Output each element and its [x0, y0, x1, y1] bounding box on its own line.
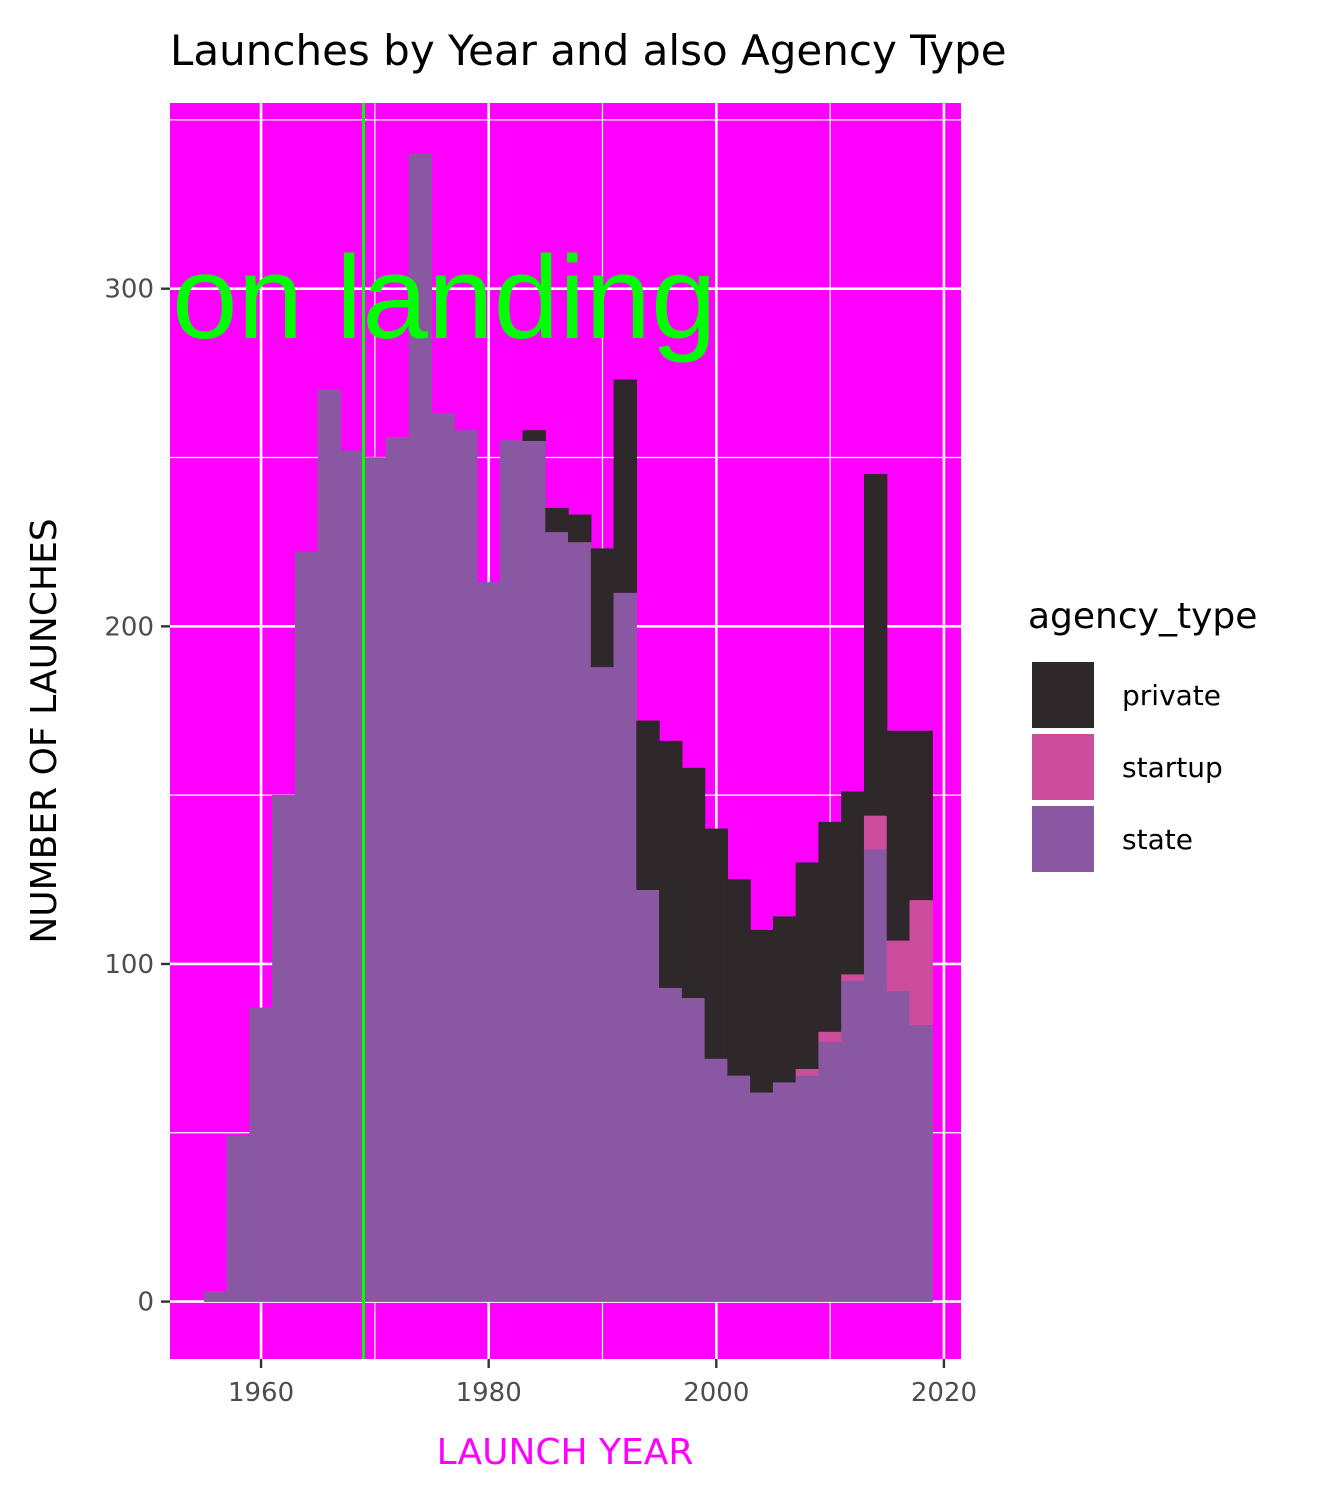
- bar-private-1997: [681, 767, 706, 999]
- bar-state-1975: [431, 413, 455, 1302]
- y-tick-label: 200: [104, 612, 154, 642]
- bar-state-1997: [681, 997, 706, 1302]
- bar-state-2007: [795, 1075, 820, 1302]
- bar-startup-2017: [909, 899, 933, 1026]
- bar-state-1991: [613, 592, 637, 1302]
- chart-title: Launches by Year and also Agency Type: [170, 26, 1007, 75]
- x-tick-label: 2000: [683, 1378, 749, 1408]
- legend-items: private startup state: [1030, 660, 1223, 874]
- y-tick-label: 300: [104, 275, 154, 305]
- bar-private-1991: [613, 379, 637, 593]
- legend-label-state: state: [1122, 823, 1193, 856]
- bar-state-1987: [568, 541, 592, 1302]
- bar-state-2011: [841, 980, 865, 1302]
- bar-state-2003: [750, 1091, 774, 1302]
- bar-private-2005: [772, 916, 797, 1083]
- bar-state-1959: [249, 1007, 273, 1302]
- bar-state-2009: [818, 1041, 842, 1302]
- bar-private-1993: [636, 720, 660, 890]
- bar-state-1995: [659, 987, 683, 1302]
- bar-private-2001: [727, 879, 751, 1076]
- bar-state-1979: [476, 582, 501, 1302]
- legend-label-startup: startup: [1122, 751, 1223, 784]
- bar-state-1999: [704, 1058, 728, 1302]
- bar-private-1989: [590, 548, 615, 668]
- bar-startup-2011: [841, 973, 865, 982]
- bar-private-2007: [795, 862, 820, 1069]
- bar-startup-2013: [863, 815, 888, 850]
- bar-private-2011: [841, 791, 865, 975]
- y-axis-ticks: 0 100 200 300: [104, 275, 170, 1318]
- bar-state-1957: [226, 1135, 250, 1302]
- bar-state-1967: [340, 450, 364, 1302]
- bar-private-2009: [818, 821, 842, 1032]
- bar-state-2017: [909, 1024, 933, 1302]
- bar-state-2015: [886, 990, 911, 1302]
- bar-startup-2007: [795, 1068, 820, 1076]
- legend-swatch-private: [1032, 662, 1094, 728]
- legend-swatch-startup: [1032, 734, 1094, 800]
- x-axis-ticks: 1960 1980 2000 2020: [228, 1359, 977, 1408]
- bar-state-1985: [545, 531, 569, 1302]
- x-tick-label: 2020: [911, 1378, 977, 1408]
- bar-private-2013: [863, 474, 888, 816]
- bar-state-2005: [772, 1081, 797, 1302]
- bar-startup-2009: [818, 1031, 842, 1042]
- bar-private-1987: [568, 514, 592, 543]
- annotation-text: on landing: [172, 232, 717, 364]
- y-tick-label: 100: [104, 950, 154, 980]
- bar-private-1995: [659, 740, 683, 988]
- bar-state-2001: [727, 1075, 751, 1302]
- bar-state-1977: [454, 430, 478, 1302]
- bar-startup-2015: [886, 940, 911, 992]
- bar-private-1985: [545, 507, 569, 533]
- bar-state-2013: [863, 848, 888, 1302]
- bar-state-1993: [636, 889, 660, 1302]
- bar-private-1999: [704, 828, 728, 1059]
- bar-private-2017: [909, 730, 933, 901]
- bar-state-1963: [294, 551, 319, 1302]
- bar-state-1983: [522, 440, 546, 1302]
- bar-state-1981: [499, 440, 524, 1302]
- bar-state-1989: [590, 666, 615, 1302]
- bars: [203, 153, 933, 1302]
- bar-state-1955: [203, 1291, 228, 1302]
- y-axis-title: NUMBER OF LAUNCHES: [24, 518, 65, 943]
- legend-label-private: private: [1122, 679, 1221, 712]
- bar-state-1969: [363, 457, 387, 1302]
- bar-private-2003: [750, 929, 774, 1093]
- bar-state-1971: [385, 436, 410, 1302]
- legend-swatch-state: [1032, 806, 1094, 872]
- x-tick-label: 1960: [228, 1378, 294, 1408]
- x-tick-label: 1980: [456, 1378, 522, 1408]
- bar-state-1965: [317, 389, 342, 1302]
- y-tick-label: 0: [137, 1288, 154, 1318]
- bar-private-1983: [522, 430, 546, 441]
- bar-state-1961: [272, 794, 296, 1302]
- legend-title: agency_type: [1028, 596, 1257, 637]
- x-axis-title: LAUNCH YEAR: [437, 1432, 694, 1473]
- bar-private-2015: [886, 730, 911, 941]
- legend: agency_type private startup state: [1028, 596, 1257, 874]
